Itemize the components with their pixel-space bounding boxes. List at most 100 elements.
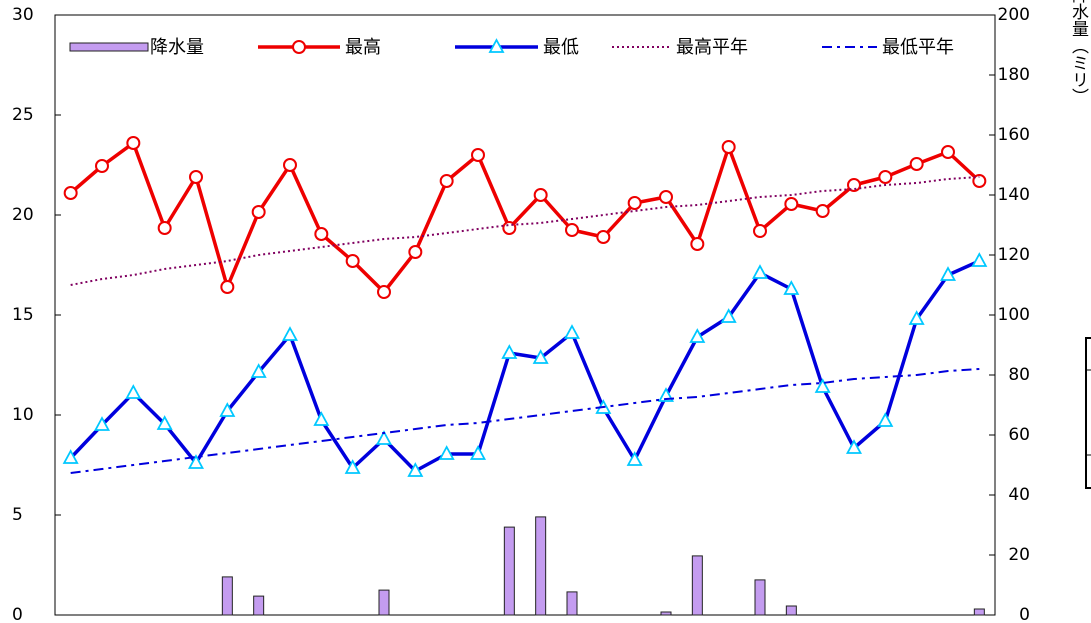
line [70,368,980,474]
point [187,454,205,469]
point [814,378,831,393]
point [95,159,109,173]
point [502,221,517,235]
point [690,237,705,251]
point [407,462,424,477]
y2-tick-label: 0 [1019,605,1030,623]
y2-tick-label: 200 [998,5,1030,25]
y2-tick-label: 120 [998,245,1030,265]
y-tick-label: 0 [12,605,23,623]
legend-label: 降水量 [150,37,204,58]
legend-label: 最高平年 [676,37,748,58]
point [283,158,297,172]
point [689,328,706,343]
point [219,402,236,417]
point [189,170,203,184]
bar [785,605,797,616]
point [156,415,173,430]
bar [973,608,985,616]
point [971,252,988,267]
point [62,449,79,464]
cropped-box [1085,337,1091,489]
legend-swatch [69,42,149,52]
point [125,384,142,399]
bar [691,555,703,616]
bar [221,576,233,616]
point [345,254,360,268]
y2-axis-label: 降水量（ミリ） [1068,0,1089,105]
bar [503,526,515,616]
point [939,266,957,281]
legend-label: 最低 [543,37,579,58]
point [626,451,643,466]
y-tick-label: 15 [12,305,34,325]
point [845,439,863,454]
point [877,412,894,427]
point [751,264,769,279]
y2-tick-label: 100 [998,305,1030,325]
bar [378,589,390,616]
point [501,344,518,359]
point [753,224,767,238]
bar [566,591,578,616]
point [909,157,924,171]
point [533,188,548,202]
y2-tick-label: 60 [1008,425,1030,445]
point [815,204,830,218]
point [627,196,642,210]
point [314,227,329,241]
y-tick-label: 5 [12,505,23,525]
point [721,140,736,154]
point [281,326,299,341]
line [69,141,981,294]
point [563,324,581,339]
point [157,221,172,235]
point [251,205,266,219]
legend-label: 最高 [345,37,381,58]
bar [253,595,265,616]
legend-label: 最低平年 [882,37,954,58]
point [783,280,800,295]
line [69,259,981,473]
point [469,445,487,460]
y-tick-label: 30 [12,5,34,25]
y2-tick-label: 160 [998,125,1030,145]
plot-frame [54,14,996,616]
point [720,308,737,323]
point [439,174,454,188]
point [532,349,549,364]
point [659,190,673,204]
y2-tick-label: 40 [1008,485,1030,505]
point [220,280,235,294]
point [471,148,485,162]
point [438,445,455,460]
point [250,363,267,378]
y2-tick-label: 80 [1008,365,1030,385]
point [784,197,799,211]
point [847,178,861,192]
bar [754,579,766,616]
y2-tick-label: 180 [998,65,1030,85]
point [408,245,423,259]
point [941,145,955,159]
point [565,223,579,237]
point [972,174,987,188]
y-tick-label: 20 [12,205,34,225]
bar [660,611,672,616]
bar [535,516,547,616]
point [908,310,925,325]
point [126,136,141,150]
point [344,459,361,474]
point [377,285,391,299]
point [93,416,111,431]
legend-marker [488,38,505,53]
point [63,186,78,200]
y2-tick-label: 20 [1008,545,1030,565]
point [375,430,393,445]
point [313,411,330,426]
point [596,230,611,244]
y-tick-label: 25 [12,105,34,125]
legend-marker [292,40,306,54]
y-tick-label: 10 [12,405,34,425]
